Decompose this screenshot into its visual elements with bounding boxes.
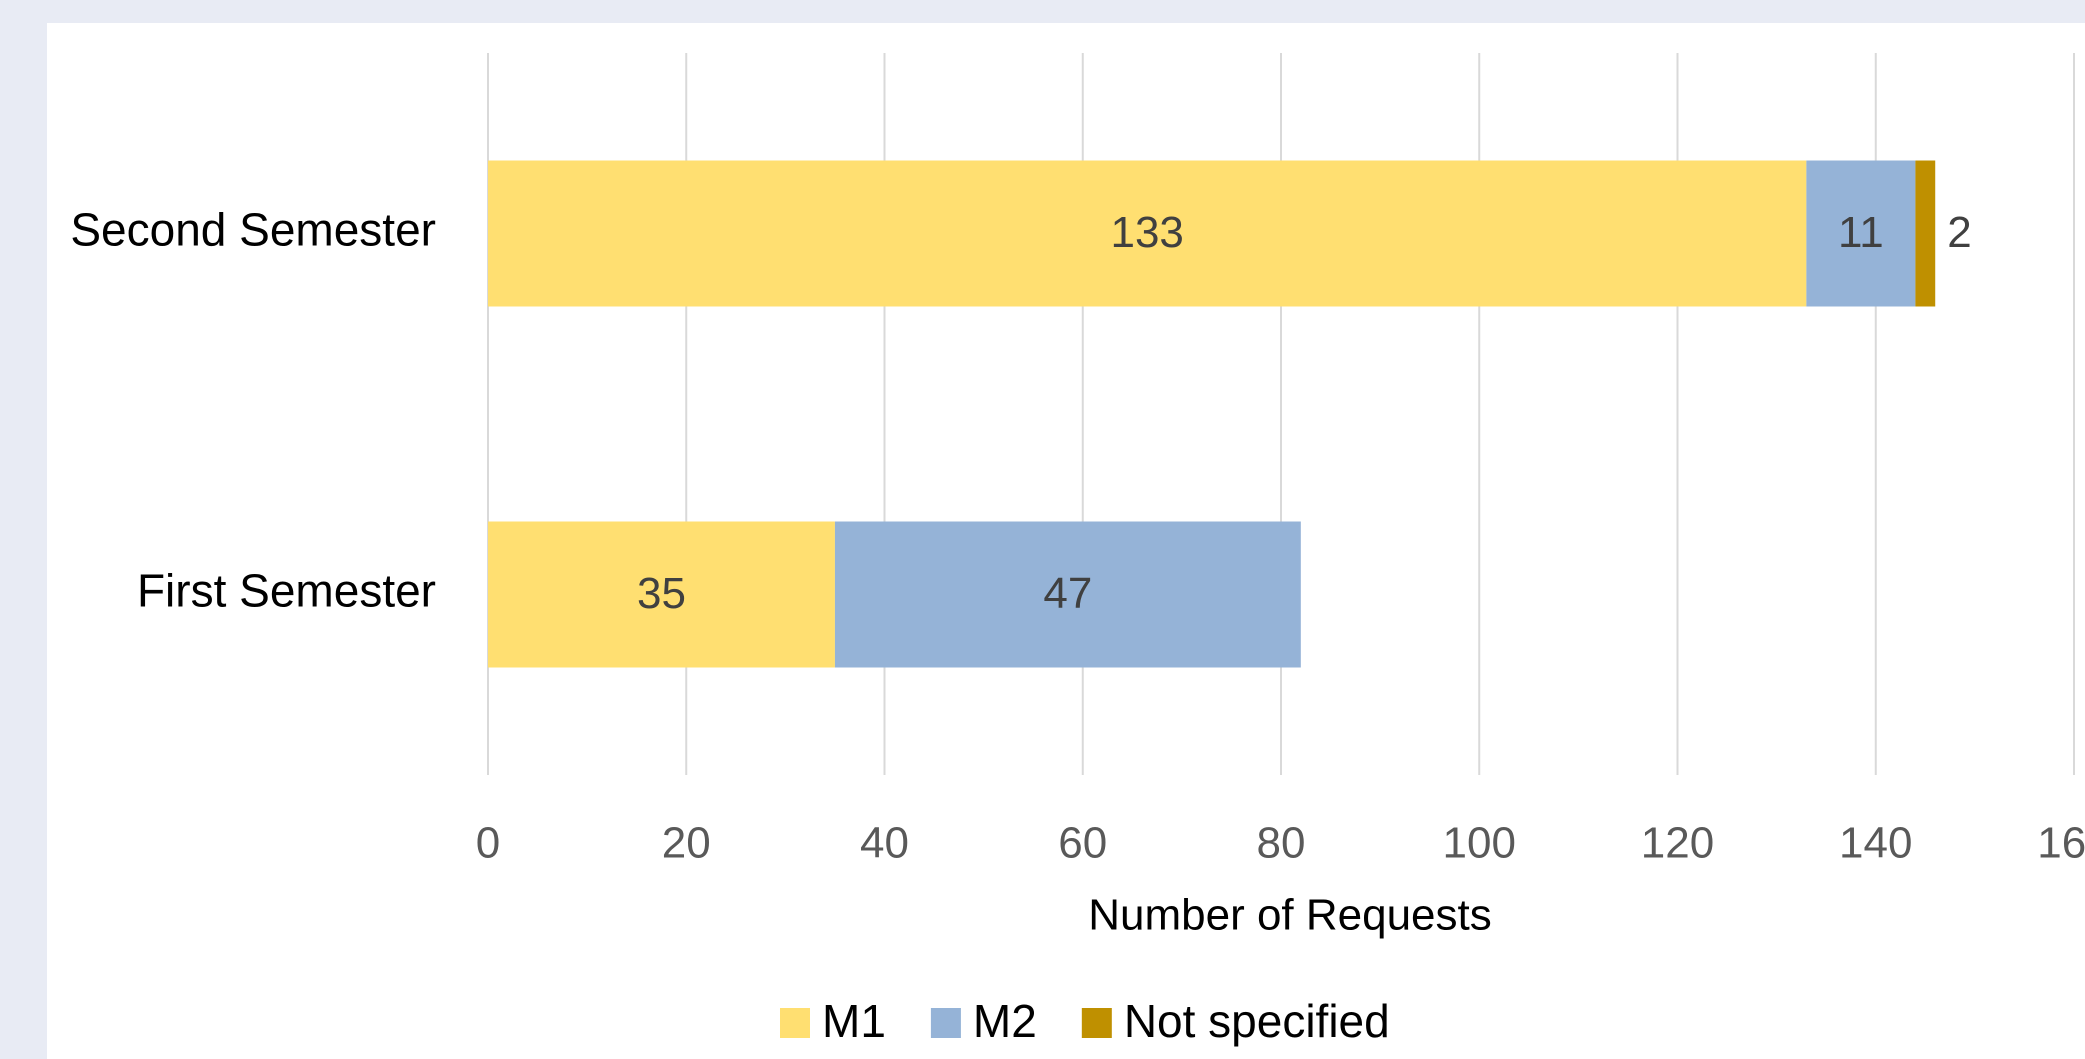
x-tick-label: 100 bbox=[1443, 819, 1516, 868]
bar-segment bbox=[1806, 160, 1916, 307]
bar-segment bbox=[1915, 160, 1936, 307]
bar-segment bbox=[834, 521, 1301, 668]
x-tick-label: 20 bbox=[662, 819, 711, 868]
bar-segment bbox=[488, 160, 1807, 307]
y-tick-label: Second Semester bbox=[70, 204, 436, 256]
data-label: 133 bbox=[1110, 208, 1183, 257]
data-label: 11 bbox=[1838, 208, 1884, 257]
data-label: 35 bbox=[637, 569, 686, 618]
data-label: 47 bbox=[1043, 569, 1092, 618]
x-tick-label: 120 bbox=[1641, 819, 1714, 868]
x-tick-label: 40 bbox=[860, 819, 909, 868]
x-tick-label: 160 bbox=[2037, 819, 2085, 868]
legend-swatch bbox=[930, 1008, 961, 1038]
x-tick-label: 140 bbox=[1839, 819, 1912, 868]
x-tick-label: 60 bbox=[1058, 819, 1107, 868]
x-tick-label: 80 bbox=[1257, 819, 1306, 868]
x-tick-label: 0 bbox=[476, 819, 500, 868]
legend-label: Not specified bbox=[1124, 995, 1390, 1047]
legend-swatch bbox=[780, 1008, 810, 1038]
y-tick-label: First Semester bbox=[137, 565, 436, 617]
legend-swatch bbox=[1081, 1008, 1112, 1038]
data-label: 2 bbox=[1947, 208, 1971, 257]
x-axis-title: Number of Requests bbox=[1088, 891, 1492, 940]
legend-label: M1 bbox=[822, 995, 886, 1047]
legend-label: M2 bbox=[973, 995, 1037, 1047]
bar-segment bbox=[488, 521, 835, 668]
